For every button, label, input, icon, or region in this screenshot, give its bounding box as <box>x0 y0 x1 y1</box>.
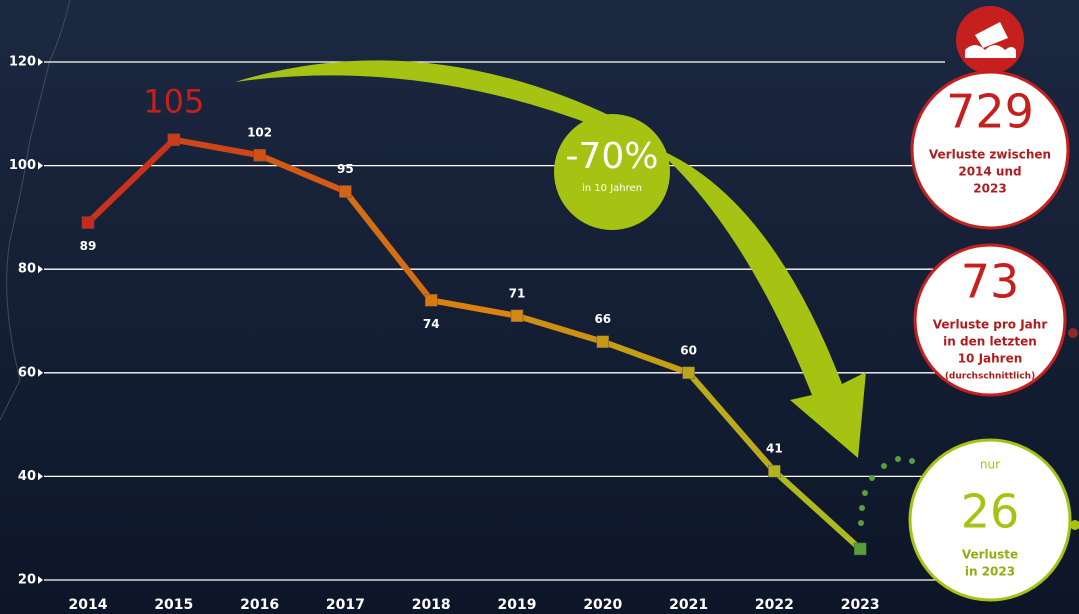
point <box>254 149 266 161</box>
data-label: 102 <box>247 126 272 140</box>
x-tick-label: 2015 <box>154 597 193 613</box>
callout-text: Verluste pro Jahr <box>933 318 1048 332</box>
callout-value: 729 <box>946 85 1034 139</box>
y-tick-label: 20 <box>18 573 36 588</box>
callout-text: Verluste zwischen <box>929 148 1051 162</box>
x-tick-label: 2021 <box>669 597 708 613</box>
x-tick-label: 2017 <box>326 597 365 613</box>
callout-value: 73 <box>961 255 1020 309</box>
callout-text: (durchschnittlich) <box>945 372 1035 382</box>
callout-text: Verluste <box>962 548 1018 562</box>
chart: 20 40 60 80 100 120 -70% in 10 Jahren 2014 89 2… <box>0 0 1079 614</box>
point <box>597 336 609 348</box>
annotation-subtext: in 10 Jahren <box>582 183 642 194</box>
point <box>854 543 866 555</box>
x-tick-label: 2023 <box>841 597 880 613</box>
point <box>511 310 523 322</box>
data-label: 66 <box>594 312 611 326</box>
data-label: 74 <box>423 317 440 331</box>
callout-value: 26 <box>961 485 1020 539</box>
x-tick-label: 2018 <box>412 597 451 613</box>
point <box>339 186 351 198</box>
y-tick-label: 100 <box>9 158 36 173</box>
x-tick-label: 2016 <box>240 597 279 613</box>
data-label: 60 <box>680 343 697 357</box>
data-label-highlight: 105 <box>143 83 204 121</box>
x-tick-label: 2022 <box>755 597 794 613</box>
callout-text: 2023 <box>973 182 1006 196</box>
callout-text: in den letzten <box>943 335 1037 349</box>
point <box>768 465 780 477</box>
point <box>425 294 437 306</box>
y-tick-label: 60 <box>18 365 36 380</box>
point <box>168 134 180 146</box>
y-tick-label: 80 <box>18 262 36 277</box>
callout-prefix: nur <box>980 458 1000 472</box>
y-tick-label: 120 <box>9 55 36 70</box>
y-tick-label: 40 <box>18 469 36 484</box>
annotation-text: -70% <box>565 136 658 177</box>
callout-text: 10 Jahren <box>958 352 1023 366</box>
data-label: 95 <box>337 162 354 176</box>
data-label: 41 <box>766 442 783 456</box>
callout-dot <box>1068 328 1078 338</box>
callout-text: 2014 und <box>958 165 1021 179</box>
data-label: 89 <box>80 239 97 253</box>
point <box>683 367 695 379</box>
x-tick-label: 2019 <box>498 597 537 613</box>
point <box>82 217 94 229</box>
x-tick-label: 2014 <box>69 597 108 613</box>
data-label: 71 <box>509 286 526 300</box>
callout-text: in 2023 <box>965 565 1015 579</box>
x-tick-label: 2020 <box>583 597 622 613</box>
